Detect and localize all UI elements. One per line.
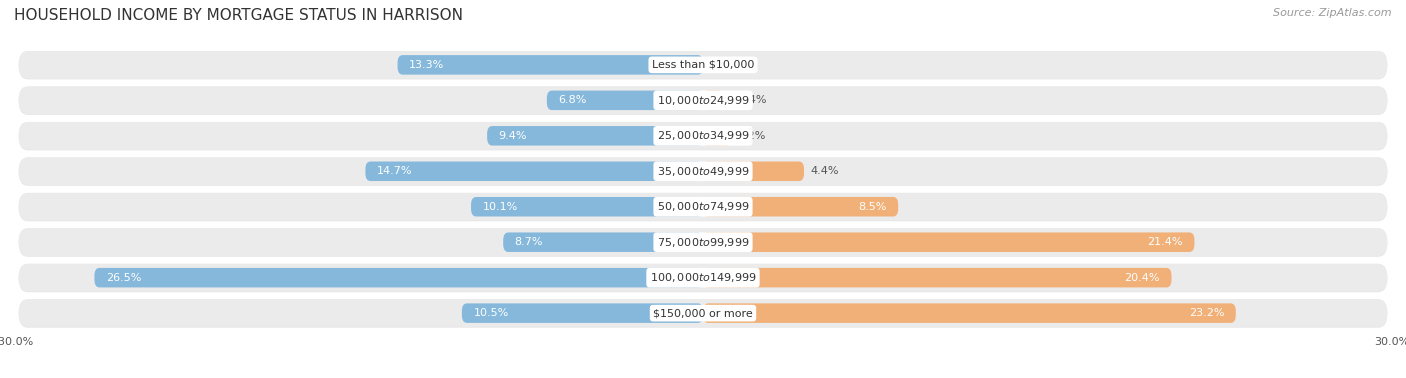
- FancyBboxPatch shape: [18, 122, 1388, 150]
- FancyBboxPatch shape: [471, 197, 703, 217]
- FancyBboxPatch shape: [703, 304, 1236, 323]
- Text: $25,000 to $34,999: $25,000 to $34,999: [657, 129, 749, 142]
- FancyBboxPatch shape: [486, 126, 703, 146]
- FancyBboxPatch shape: [703, 232, 1195, 252]
- Text: 0.94%: 0.94%: [731, 95, 768, 105]
- Text: $35,000 to $49,999: $35,000 to $49,999: [657, 165, 749, 178]
- Text: 23.2%: 23.2%: [1189, 308, 1225, 318]
- Text: HOUSEHOLD INCOME BY MORTGAGE STATUS IN HARRISON: HOUSEHOLD INCOME BY MORTGAGE STATUS IN H…: [14, 8, 463, 23]
- FancyBboxPatch shape: [503, 232, 703, 252]
- FancyBboxPatch shape: [18, 51, 1388, 79]
- FancyBboxPatch shape: [703, 91, 724, 110]
- Text: 8.5%: 8.5%: [858, 202, 887, 212]
- Text: 26.5%: 26.5%: [105, 273, 141, 283]
- FancyBboxPatch shape: [18, 264, 1388, 292]
- FancyBboxPatch shape: [366, 161, 703, 181]
- FancyBboxPatch shape: [18, 157, 1388, 186]
- FancyBboxPatch shape: [703, 268, 1171, 287]
- FancyBboxPatch shape: [703, 161, 804, 181]
- FancyBboxPatch shape: [18, 264, 1388, 291]
- FancyBboxPatch shape: [18, 122, 1388, 150]
- FancyBboxPatch shape: [461, 304, 703, 323]
- FancyBboxPatch shape: [703, 197, 898, 217]
- FancyBboxPatch shape: [18, 299, 1388, 328]
- Text: $100,000 to $149,999: $100,000 to $149,999: [650, 271, 756, 284]
- Text: 1.2%: 1.2%: [738, 131, 766, 141]
- Text: $50,000 to $74,999: $50,000 to $74,999: [657, 200, 749, 213]
- FancyBboxPatch shape: [703, 126, 731, 146]
- Text: 0.0%: 0.0%: [710, 60, 738, 70]
- FancyBboxPatch shape: [18, 157, 1388, 185]
- Text: 4.4%: 4.4%: [811, 166, 839, 176]
- FancyBboxPatch shape: [18, 299, 1388, 327]
- FancyBboxPatch shape: [398, 55, 703, 74]
- Text: $150,000 or more: $150,000 or more: [654, 308, 752, 318]
- FancyBboxPatch shape: [18, 228, 1388, 256]
- Text: 20.4%: 20.4%: [1125, 273, 1160, 283]
- FancyBboxPatch shape: [18, 228, 1388, 257]
- Text: 10.1%: 10.1%: [482, 202, 517, 212]
- FancyBboxPatch shape: [547, 91, 703, 110]
- Text: Less than $10,000: Less than $10,000: [652, 60, 754, 70]
- Text: 10.5%: 10.5%: [474, 308, 509, 318]
- FancyBboxPatch shape: [18, 51, 1388, 79]
- Text: 14.7%: 14.7%: [377, 166, 412, 176]
- Text: $75,000 to $99,999: $75,000 to $99,999: [657, 236, 749, 249]
- Text: 8.7%: 8.7%: [515, 237, 543, 247]
- Text: 9.4%: 9.4%: [499, 131, 527, 141]
- Text: 21.4%: 21.4%: [1147, 237, 1182, 247]
- FancyBboxPatch shape: [18, 193, 1388, 221]
- Text: 13.3%: 13.3%: [409, 60, 444, 70]
- FancyBboxPatch shape: [18, 87, 1388, 115]
- FancyBboxPatch shape: [18, 193, 1388, 221]
- FancyBboxPatch shape: [94, 268, 703, 287]
- FancyBboxPatch shape: [18, 87, 1388, 114]
- Text: 6.8%: 6.8%: [558, 95, 586, 105]
- Text: $10,000 to $24,999: $10,000 to $24,999: [657, 94, 749, 107]
- Text: Source: ZipAtlas.com: Source: ZipAtlas.com: [1274, 8, 1392, 17]
